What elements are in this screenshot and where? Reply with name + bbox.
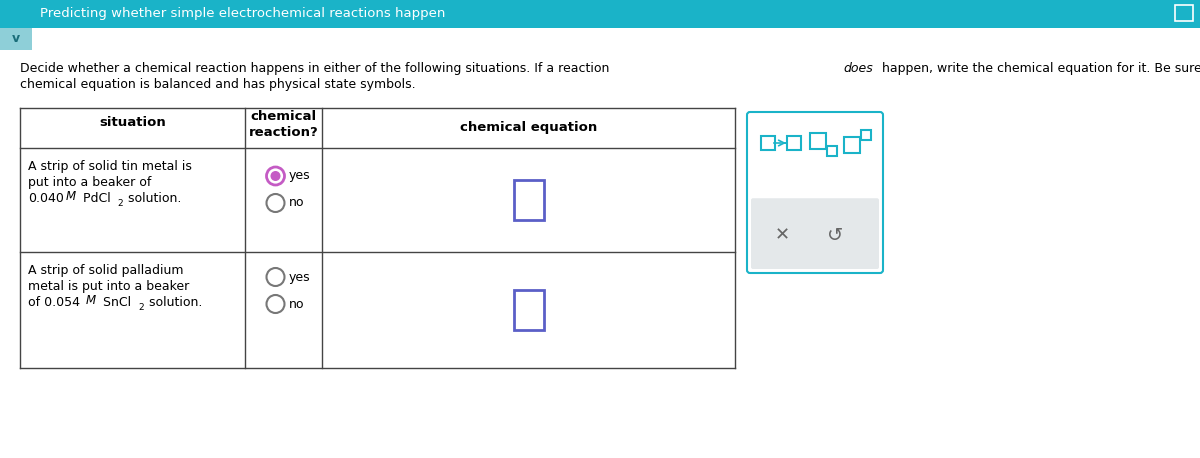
Text: chemical equation is balanced and has physical state symbols.: chemical equation is balanced and has ph… bbox=[20, 78, 415, 91]
FancyBboxPatch shape bbox=[751, 198, 878, 269]
Text: v: v bbox=[12, 33, 20, 45]
FancyBboxPatch shape bbox=[0, 0, 1200, 28]
Text: 2: 2 bbox=[138, 303, 144, 312]
FancyBboxPatch shape bbox=[746, 112, 883, 273]
FancyBboxPatch shape bbox=[862, 130, 871, 140]
Text: solution.: solution. bbox=[145, 296, 203, 309]
Text: Predicting whether simple electrochemical reactions happen: Predicting whether simple electrochemica… bbox=[40, 7, 445, 21]
Text: happen, write the chemical equation for it. Be sure your: happen, write the chemical equation for … bbox=[878, 62, 1200, 75]
Text: put into a beaker of: put into a beaker of bbox=[28, 176, 151, 189]
Text: ↺: ↺ bbox=[827, 226, 844, 245]
Text: yes: yes bbox=[288, 169, 310, 182]
FancyBboxPatch shape bbox=[514, 290, 544, 330]
Circle shape bbox=[270, 171, 281, 181]
FancyBboxPatch shape bbox=[844, 137, 860, 153]
FancyBboxPatch shape bbox=[787, 136, 802, 150]
Text: PdCl: PdCl bbox=[79, 192, 110, 205]
Text: of 0.054: of 0.054 bbox=[28, 296, 80, 309]
Text: A strip of solid palladium: A strip of solid palladium bbox=[28, 264, 184, 277]
FancyBboxPatch shape bbox=[761, 136, 775, 150]
Text: chemical
reaction?: chemical reaction? bbox=[248, 109, 318, 138]
FancyBboxPatch shape bbox=[0, 28, 32, 50]
Text: yes: yes bbox=[288, 271, 310, 284]
Text: SnCl: SnCl bbox=[98, 296, 131, 309]
Text: situation: situation bbox=[100, 115, 166, 129]
Text: no: no bbox=[288, 298, 304, 311]
Text: A strip of solid tin metal is: A strip of solid tin metal is bbox=[28, 160, 192, 173]
Text: no: no bbox=[288, 196, 304, 209]
Text: Decide whether a chemical reaction happens in either of the following situations: Decide whether a chemical reaction happe… bbox=[20, 62, 613, 75]
FancyBboxPatch shape bbox=[827, 146, 838, 156]
Text: ✕: ✕ bbox=[774, 226, 790, 244]
Text: M: M bbox=[86, 294, 96, 307]
Text: solution.: solution. bbox=[124, 192, 181, 205]
Text: metal is put into a beaker: metal is put into a beaker bbox=[28, 280, 190, 293]
Text: does: does bbox=[842, 62, 872, 75]
FancyBboxPatch shape bbox=[514, 180, 544, 220]
Text: chemical equation: chemical equation bbox=[460, 121, 598, 135]
Text: M: M bbox=[66, 190, 76, 203]
FancyBboxPatch shape bbox=[810, 133, 826, 149]
Text: 0.040: 0.040 bbox=[28, 192, 64, 205]
Text: 2: 2 bbox=[118, 199, 122, 208]
